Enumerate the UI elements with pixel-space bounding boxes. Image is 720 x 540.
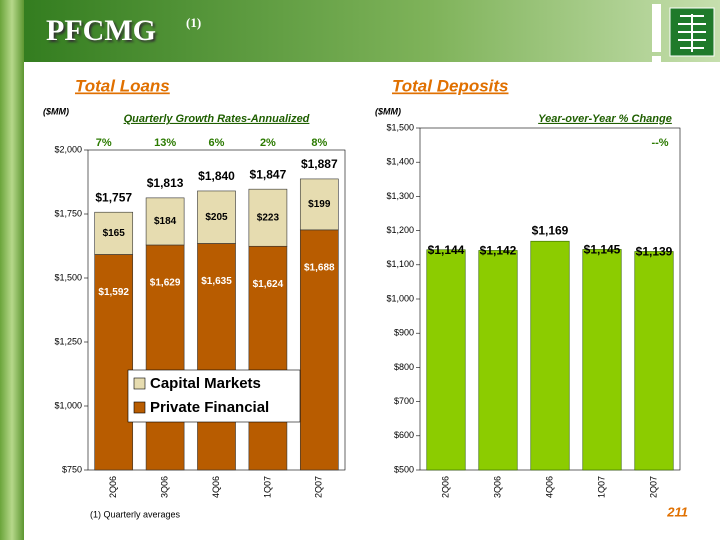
value-label: $1,139 xyxy=(636,245,673,259)
legend-box xyxy=(127,369,301,423)
footnote: (1) Quarterly averages xyxy=(90,509,181,519)
growth-title: Quarterly Growth Rates-Annualized xyxy=(124,113,310,125)
y-tick-label: $1,500 xyxy=(54,272,82,282)
growth-rate: 8% xyxy=(311,137,327,149)
y-tick-label: $600 xyxy=(394,430,414,440)
legend-swatch xyxy=(133,401,146,414)
value-label: $205 xyxy=(205,212,228,223)
growth-rate: 7% xyxy=(96,137,112,149)
value-label: $199 xyxy=(308,199,331,210)
chart-title: Total Deposits xyxy=(392,76,509,95)
x-tick-label: 1Q07 xyxy=(596,476,606,498)
y-tick-label: $800 xyxy=(394,362,414,372)
y-tick-label: $750 xyxy=(62,464,82,474)
value-label: $165 xyxy=(103,228,126,239)
y-tick-label: $700 xyxy=(394,396,414,406)
bar-segment xyxy=(248,188,288,247)
bar-segment xyxy=(248,245,288,471)
legend-label: Private Financial xyxy=(150,399,269,416)
y-tick-label: $1,400 xyxy=(386,157,414,167)
value-label: $1,144 xyxy=(428,243,465,257)
unit-label: ($MM) xyxy=(375,106,401,116)
x-tick-label: 2Q07 xyxy=(648,476,658,498)
x-tick-label: 3Q06 xyxy=(492,476,502,498)
x-tick-label: 2Q07 xyxy=(314,476,324,498)
value-label: $1,592 xyxy=(98,287,129,298)
legend-swatch xyxy=(133,377,146,390)
bar-segment xyxy=(145,244,185,471)
growth-rate: 6% xyxy=(209,137,225,149)
bar xyxy=(426,249,466,471)
y-tick-label: $2,000 xyxy=(54,144,82,154)
unit-label: ($MM) xyxy=(43,106,69,116)
value-label: $1,169 xyxy=(532,223,569,237)
value-label: $184 xyxy=(154,216,177,227)
total-label: $1,847 xyxy=(250,167,287,181)
value-label: $1,145 xyxy=(584,243,621,257)
y-tick-label: $900 xyxy=(394,328,414,338)
page-title: PFCMG xyxy=(46,14,156,47)
y-tick-label: $1,300 xyxy=(386,191,414,201)
bar xyxy=(478,250,518,471)
bar xyxy=(530,240,570,471)
y-tick-label: $1,500 xyxy=(386,122,414,132)
annotation: --% xyxy=(651,137,668,149)
y-tick-label: $1,100 xyxy=(386,259,414,269)
title-superscript: (1) xyxy=(186,15,201,30)
side-stripes xyxy=(0,0,24,540)
x-tick-label: 3Q06 xyxy=(159,476,169,498)
bar-segment xyxy=(197,243,236,471)
bar-segment xyxy=(299,229,339,471)
y-tick-label: $1,200 xyxy=(386,225,414,235)
value-label: $1,635 xyxy=(201,276,232,287)
value-label: $1,142 xyxy=(480,244,517,258)
bar xyxy=(634,251,674,471)
value-label: $1,624 xyxy=(253,279,284,290)
bar-segment xyxy=(94,211,134,255)
value-label: $223 xyxy=(257,212,280,223)
bar-segment xyxy=(197,190,236,244)
total-label: $1,813 xyxy=(147,176,184,190)
x-tick-label: 1Q07 xyxy=(262,476,272,498)
bar-segment xyxy=(145,197,185,246)
y-tick-label: $1,000 xyxy=(54,400,82,410)
logo-lines xyxy=(678,14,706,52)
total-label: $1,887 xyxy=(301,157,338,171)
legend-label: Capital Markets xyxy=(150,375,261,392)
chart-title: Total Loans xyxy=(75,76,170,95)
total-label: $1,840 xyxy=(198,169,235,183)
value-label: $1,629 xyxy=(150,278,181,289)
y-tick-label: $1,000 xyxy=(386,293,414,303)
bar xyxy=(582,249,622,471)
growth-rate: 2% xyxy=(260,137,276,149)
header-band xyxy=(0,0,720,62)
x-tick-label: 4Q06 xyxy=(544,476,554,498)
x-tick-label: 2Q06 xyxy=(108,476,118,498)
value-label: $1,688 xyxy=(304,263,335,274)
page-number: 211 xyxy=(666,504,688,519)
header-mark xyxy=(652,56,661,62)
bar-segment xyxy=(299,178,339,231)
total-label: $1,757 xyxy=(95,190,132,204)
y-tick-label: $1,750 xyxy=(54,208,82,218)
subtitle: Year-over-Year % Change xyxy=(538,113,672,125)
x-tick-label: 4Q06 xyxy=(211,476,221,498)
bar-segment xyxy=(94,254,134,471)
x-tick-label: 2Q06 xyxy=(440,476,450,498)
y-tick-label: $500 xyxy=(394,464,414,474)
header-mark xyxy=(652,4,661,52)
y-tick-label: $1,250 xyxy=(54,336,82,346)
growth-rate: 13% xyxy=(154,137,176,149)
